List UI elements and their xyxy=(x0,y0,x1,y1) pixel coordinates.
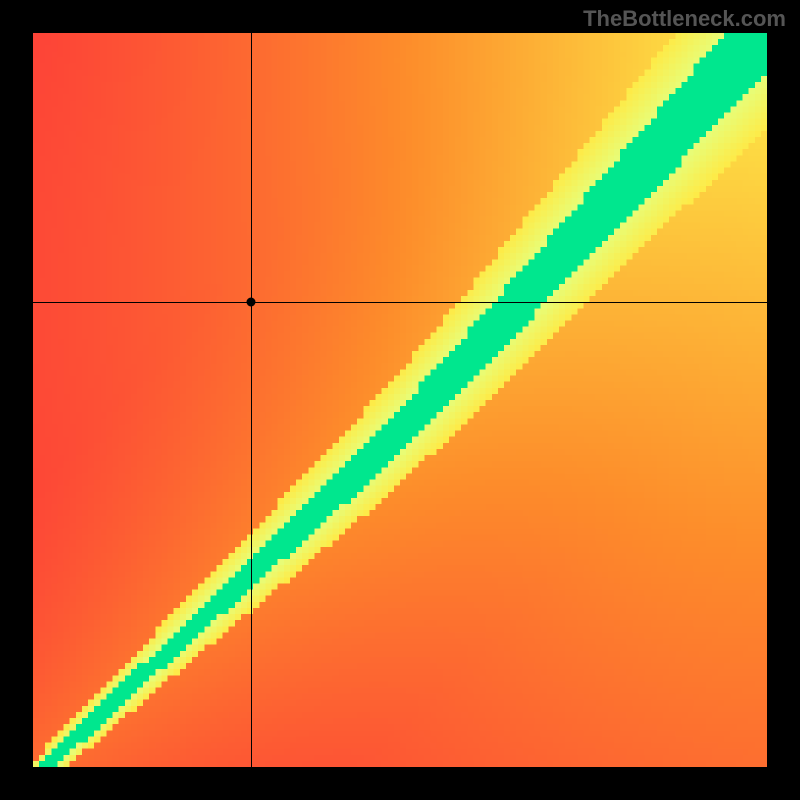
heatmap-canvas xyxy=(33,33,767,767)
heatmap-plot xyxy=(33,33,767,767)
figure-container: { "watermark": { "text": "TheBottleneck.… xyxy=(0,0,800,800)
watermark-text: TheBottleneck.com xyxy=(583,6,786,32)
crosshair-marker xyxy=(246,298,255,307)
crosshair-vertical xyxy=(251,33,252,767)
crosshair-horizontal xyxy=(33,302,767,303)
